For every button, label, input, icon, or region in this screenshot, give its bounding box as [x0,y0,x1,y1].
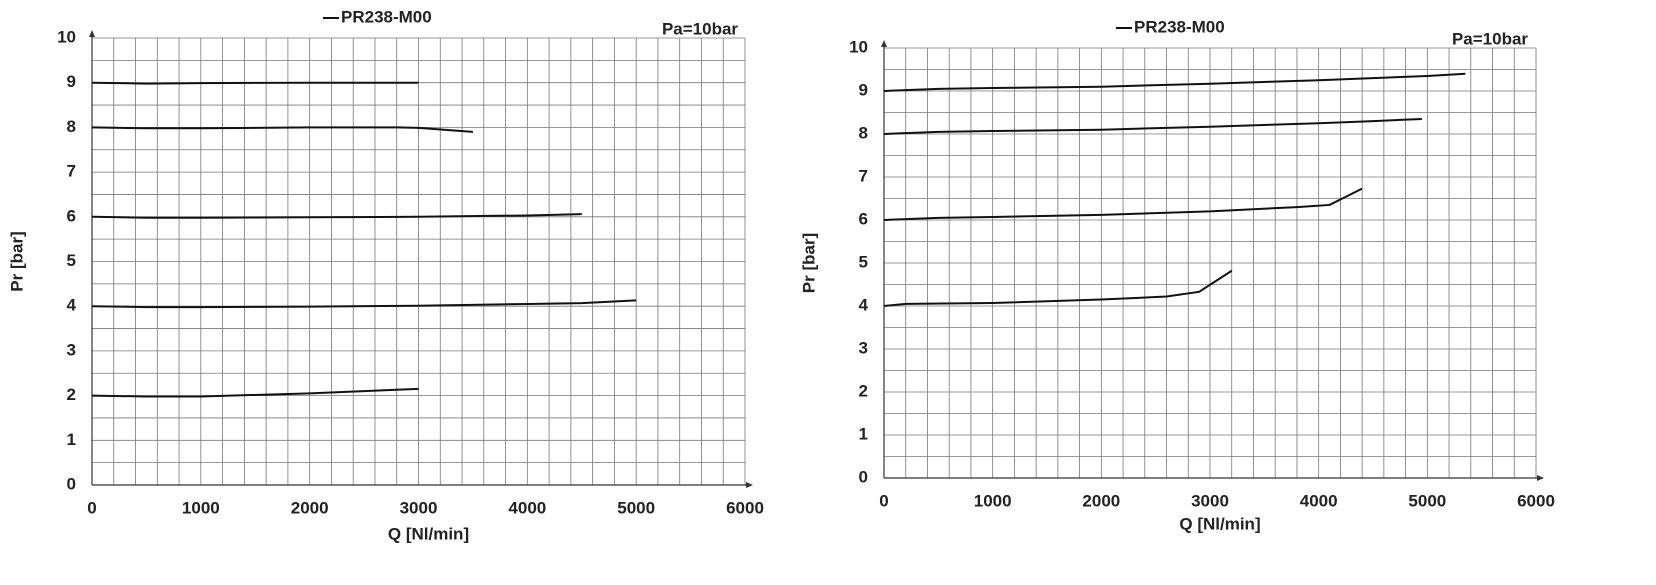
y-tick-label: 2 [859,381,868,400]
curve [91,81,419,85]
curve [883,269,1233,307]
annotation: Pa=10bar [662,19,738,38]
y-axis-label: Pr [bar] [7,231,26,291]
x-axis-arrow [746,482,753,488]
curve [883,187,1363,221]
y-tick-label: 2 [67,385,76,404]
y-tick-label: 3 [859,338,868,357]
y-tick-label: 1 [67,430,76,449]
y-tick-label: 7 [67,162,76,181]
y-tick-label: 0 [859,467,868,486]
y-axis-arrow [89,30,95,37]
y-tick-label: 4 [67,296,77,315]
x-axis-label: Q [Nl/min] [1179,514,1260,533]
x-tick-label: 3000 [1191,491,1229,510]
x-tick-label: 5000 [617,498,655,517]
y-tick-label: 3 [67,340,76,359]
y-tick-label: 6 [67,206,76,225]
x-tick-label: 2000 [1082,491,1120,510]
y-tick-label: 10 [57,27,76,46]
chart-title: PR238-M00 [341,7,432,26]
x-tick-label: 0 [87,498,96,517]
x-tick-label: 0 [879,491,888,510]
x-tick-label: 1000 [182,498,220,517]
x-tick-label: 4000 [508,498,546,517]
curve [883,117,1422,135]
y-tick-label: 6 [859,209,868,228]
y-axis-arrow [881,40,887,47]
y-tick-label: 5 [67,251,76,270]
x-tick-label: 6000 [726,498,764,517]
curve [883,72,1466,92]
x-tick-label: 3000 [400,498,438,517]
annotation: Pa=10bar [1452,29,1528,48]
y-axis-label: Pr [bar] [799,233,818,293]
curve [91,213,582,219]
y-tick-label: 0 [67,474,76,493]
x-axis-label: Q [Nl/min] [388,524,469,543]
y-tick-label: 4 [859,295,869,314]
y-tick-label: 5 [859,252,868,271]
x-tick-label: 1000 [974,491,1012,510]
x-tick-label: 4000 [1300,491,1338,510]
y-tick-label: 8 [67,117,76,136]
x-tick-label: 6000 [1517,491,1555,510]
x-axis-arrow [1537,475,1544,481]
y-tick-label: 1 [859,424,868,443]
x-tick-label: 2000 [291,498,329,517]
y-tick-label: 7 [859,166,868,185]
y-tick-label: 10 [849,37,868,56]
curve [91,126,473,133]
curve [91,387,419,398]
chart-title: PR238-M00 [1134,17,1225,36]
x-tick-label: 5000 [1408,491,1446,510]
curve [91,299,637,309]
y-tick-label: 8 [859,123,868,142]
y-tick-label: 9 [859,80,868,99]
y-tick-label: 9 [67,72,76,91]
